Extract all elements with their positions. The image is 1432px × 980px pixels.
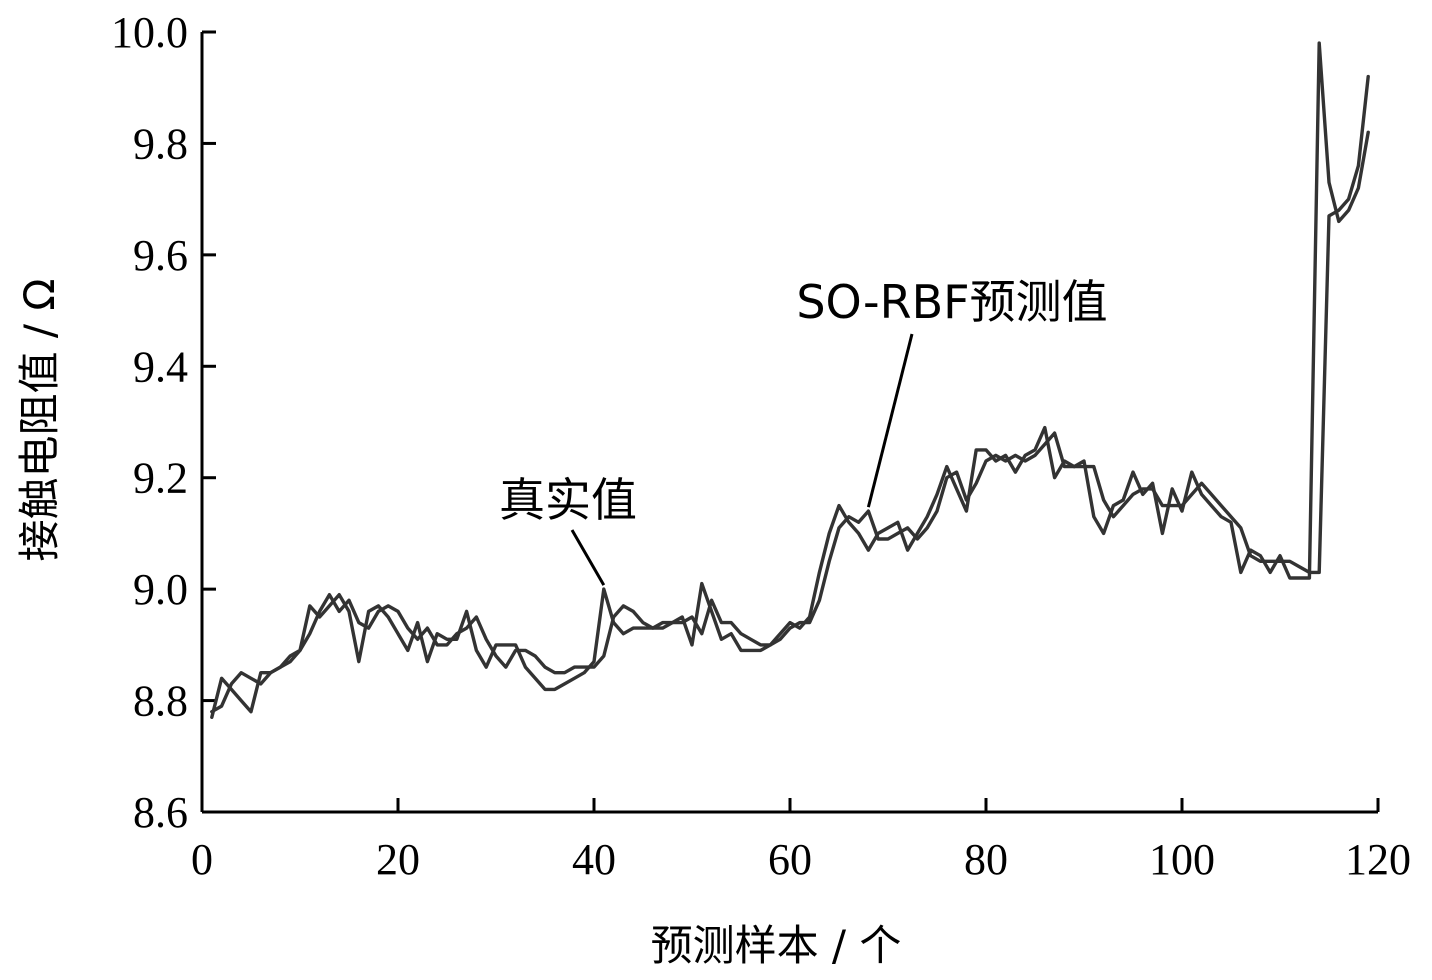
x-tick-label: 100 [1149,835,1215,884]
annotation-label-pred: SO-RBF预测值 [796,275,1107,329]
y-tick-label: 8.8 [133,677,188,726]
chart-annotations: 真实值 SO-RBF预测值 [499,275,1108,586]
x-axis-title: 预测样本 / 个 [651,921,902,970]
series-line-true [210,41,1370,719]
x-axis-ticks: 0 20 40 60 80 100 120 [191,798,1411,884]
annotation-leader-true [570,529,606,586]
annotation-label-true: 真实值 [499,473,637,527]
x-tick-label: 40 [572,835,616,884]
y-axis-title: 接触电阻值 / Ω [15,279,64,562]
annotation-leader-pred [866,333,914,508]
y-tick-label: 9.8 [133,119,188,168]
x-tick-label: 0 [191,835,213,884]
y-tick-label: 9.4 [133,342,188,391]
y-tick-label: 9.6 [133,231,188,280]
x-tick-label: 80 [964,835,1008,884]
data-series [210,41,1370,719]
y-tick-label: 9.0 [133,565,188,614]
y-tick-label: 10.0 [111,8,188,57]
y-tick-label: 8.6 [133,788,188,837]
x-tick-label: 120 [1345,835,1411,884]
series-line-pred [210,74,1370,714]
chart-axes [200,32,1378,814]
x-tick-label: 20 [376,835,420,884]
y-axis-ticks: 8.6 8.8 9.0 9.2 9.4 9.6 9.8 10.0 [111,8,216,837]
x-tick-label: 60 [768,835,812,884]
y-tick-label: 9.2 [133,454,188,503]
